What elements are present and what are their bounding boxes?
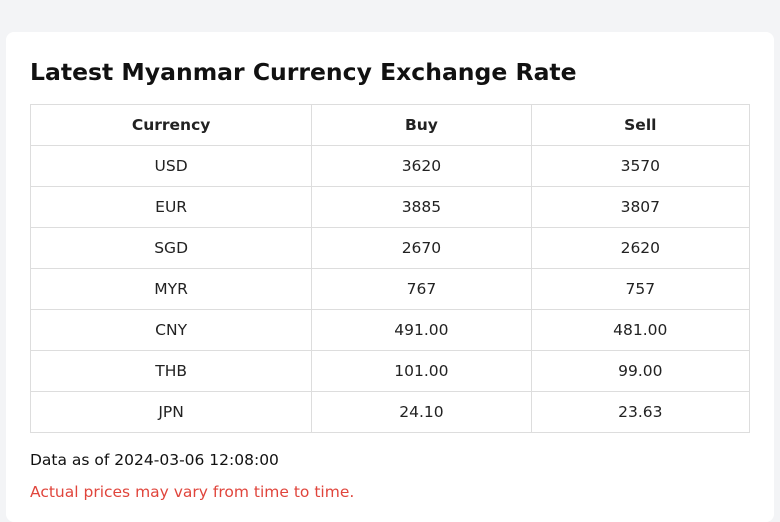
table-row: USD 3620 3570 [29,145,751,187]
sell-cell: 757 [530,268,751,310]
exchange-rate-table: Currency Buy Sell USD 3620 3570 EUR 3885… [29,104,751,433]
table-row: SGD 2670 2620 [29,227,751,269]
table-row: MYR 767 757 [29,268,751,310]
page-title: Latest Myanmar Currency Exchange Rate [30,58,577,86]
currency-cell: CNY [29,309,313,351]
currency-cell: USD [29,145,313,187]
buy-cell: 3885 [311,186,532,228]
sell-cell: 23.63 [530,391,751,433]
data-timestamp: Data as of 2024-03-06 12:08:00 [30,451,279,469]
sell-cell: 99.00 [530,350,751,392]
buy-cell: 491.00 [311,309,532,351]
currency-cell: EUR [29,186,313,228]
sell-cell: 3570 [530,145,751,187]
buy-cell: 2670 [311,227,532,269]
sell-cell: 2620 [530,227,751,269]
header-buy: Buy [311,104,532,146]
currency-cell: THB [29,350,313,392]
currency-cell: JPN [29,391,313,433]
header-sell: Sell [530,104,751,146]
table-row: THB 101.00 99.00 [29,350,751,392]
buy-cell: 101.00 [311,350,532,392]
buy-cell: 24.10 [311,391,532,433]
buy-cell: 3620 [311,145,532,187]
price-disclaimer: Actual prices may vary from time to time… [30,483,355,501]
table-row: JPN 24.10 23.63 [29,391,751,433]
buy-cell: 767 [311,268,532,310]
table-row: EUR 3885 3807 [29,186,751,228]
sell-cell: 481.00 [530,309,751,351]
table-row: CNY 491.00 481.00 [29,309,751,351]
exchange-rate-card: Latest Myanmar Currency Exchange Rate Cu… [6,32,774,522]
table-header-row: Currency Buy Sell [29,104,751,146]
currency-cell: MYR [29,268,313,310]
header-currency: Currency [29,104,313,146]
currency-cell: SGD [29,227,313,269]
sell-cell: 3807 [530,186,751,228]
